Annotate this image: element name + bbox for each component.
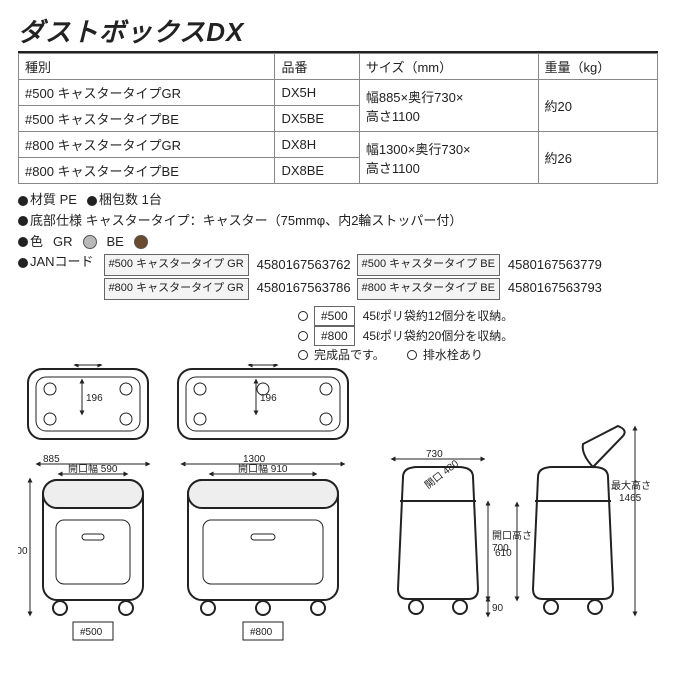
table-row: 約20 [538,80,657,132]
jan-variant: #500 キャスタータイプ GR [104,254,249,276]
jan-code: 4580167563793 [508,278,602,299]
swatch-gr [83,235,97,249]
table-row: DX5H [275,80,359,106]
capacity-text: 45ℓポリ袋約20個分を収納。 [363,327,514,345]
extra-note: 完成品です。 [314,346,385,364]
extra-note: 排水栓あり [423,346,483,364]
svg-text:#500: #500 [80,627,103,638]
bullet-icon [18,216,28,226]
svg-text:開口幅 590: 開口幅 590 [68,462,118,475]
circle-icon [298,311,308,321]
circle-icon [298,331,308,341]
package-label: 梱包数 [99,192,138,207]
capacity-tag: #800 [314,326,355,346]
svg-text:196: 196 [260,393,277,404]
svg-text:#800: #800 [250,627,273,638]
table-row: #800 キャスタータイプGR [19,132,275,158]
product-title: ダストボックスDX [18,12,658,53]
svg-text:開口幅 910: 開口幅 910 [238,462,288,475]
jan-code: 4580167563779 [508,255,602,276]
jan-code: 4580167563786 [257,278,351,299]
svg-text:1100: 1100 [18,546,28,557]
color-label: 色 [30,234,43,249]
svg-text:最大高さ: 最大高さ [611,479,651,492]
table-row: DX5BE [275,106,359,132]
capacity-block: #50045ℓポリ袋約12個分を収納。 #80045ℓポリ袋約20個分を収納。 … [298,306,658,364]
material-label: 材質 [30,192,56,207]
table-row: #500 キャスタータイプGR [19,80,275,106]
material-value: PE [60,192,77,207]
svg-text:144: 144 [82,364,99,366]
table-row: #800 キャスタータイプBE [19,158,275,184]
table-row: DX8H [275,132,359,158]
svg-text:730: 730 [426,449,443,460]
svg-text:開口高さ: 開口高さ [492,529,532,542]
package-value: 1台 [142,192,162,207]
th-type: 種別 [19,54,275,80]
table-row: DX8BE [275,158,359,184]
bullet-icon [18,196,28,206]
spec-table: 種別 品番 サイズ（mm） 重量（kg） #500 キャスタータイプGR DX5… [18,53,658,184]
bullet-icon [18,237,28,247]
notes-block: 材質 PE 梱包数 1台 底部仕様 キャスタータイプ：キャスター（75mmφ、内… [18,190,658,300]
bottom-spec-label: 底部仕様 [30,213,82,228]
capacity-tag: #500 [314,306,355,326]
circle-icon [407,350,417,360]
th-code: 品番 [275,54,359,80]
diagrams: 144 196 144 196 885 開口幅 590 1100 #500 13… [18,364,658,644]
circle-icon [298,350,308,360]
th-size: サイズ（mm） [359,54,538,80]
bullet-icon [87,196,97,206]
capacity-text: 45ℓポリ袋約12個分を収納。 [363,307,514,325]
table-row: 幅1300×奥行730× 高さ1100 [359,132,538,184]
color-code: BE [107,232,124,253]
jan-code: 4580167563762 [257,255,351,276]
svg-text:1465: 1465 [619,493,642,504]
svg-text:90: 90 [492,603,504,614]
svg-text:885: 885 [43,454,60,465]
bullet-icon [18,258,28,268]
jan-variant: #800 キャスタータイプ GR [104,278,249,300]
svg-text:144: 144 [256,364,273,366]
bottom-spec-value: キャスタータイプ：キャスター（75mmφ、内2輪ストッパー付） [86,213,463,228]
jan-label: JANコード [30,254,94,269]
jan-variant: #800 キャスタータイプ BE [357,278,500,300]
table-row: 幅885×奥行730× 高さ1100 [359,80,538,132]
svg-text:610: 610 [495,548,512,559]
table-row: #500 キャスタータイプBE [19,106,275,132]
swatch-be [134,235,148,249]
svg-text:196: 196 [86,393,103,404]
table-row: 約26 [538,132,657,184]
th-weight: 重量（kg） [538,54,657,80]
jan-variant: #500 キャスタータイプ BE [357,254,500,276]
color-code: GR [53,232,73,253]
